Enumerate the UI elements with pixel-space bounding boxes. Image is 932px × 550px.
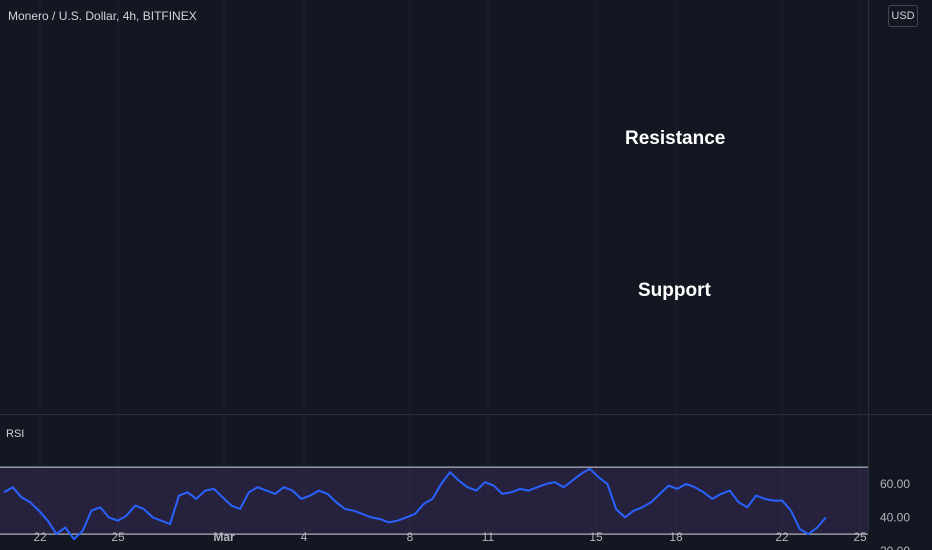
rsi-tick-label: 40.00 — [880, 510, 910, 524]
x-tick-label: 25 — [853, 530, 867, 544]
x-tick-label: 15 — [589, 530, 603, 544]
x-tick-label: 11 — [482, 530, 495, 544]
currency-button[interactable]: USD — [888, 5, 918, 27]
rsi-tick-label: 20.00 — [880, 544, 910, 550]
support-annotation: Support — [638, 280, 711, 301]
rsi-line — [3, 467, 827, 541]
time-axis[interactable]: 22 25 Mar 4 8 11 15 18 22 25 — [33, 530, 867, 544]
annotations: Resistance Support — [625, 128, 725, 301]
grid — [0, 0, 932, 532]
x-tick-label: 18 — [669, 530, 683, 544]
axis-separator — [868, 0, 869, 532]
rsi-label[interactable]: RSI — [6, 428, 25, 440]
price-axis[interactable]: 280.000260.000198.000186.000176.000168.0… — [870, 0, 928, 550]
resistance-annotation: Resistance — [625, 128, 725, 149]
rsi-band — [0, 467, 868, 535]
rsi-tick-label: 60.00 — [880, 477, 910, 491]
x-tick-label: 25 — [111, 530, 125, 544]
rsi-pane — [0, 466, 868, 541]
x-tick-label: 8 — [407, 530, 414, 544]
x-tick-label: 22 — [775, 530, 789, 544]
x-tick-label: 22 — [33, 530, 47, 544]
pane-separator — [0, 414, 932, 415]
x-tick-label: 4 — [301, 530, 308, 544]
symbol-title[interactable]: Monero / U.S. Dollar, 4h, BITFINEX — [8, 9, 197, 23]
x-tick-label: Mar — [213, 530, 235, 544]
